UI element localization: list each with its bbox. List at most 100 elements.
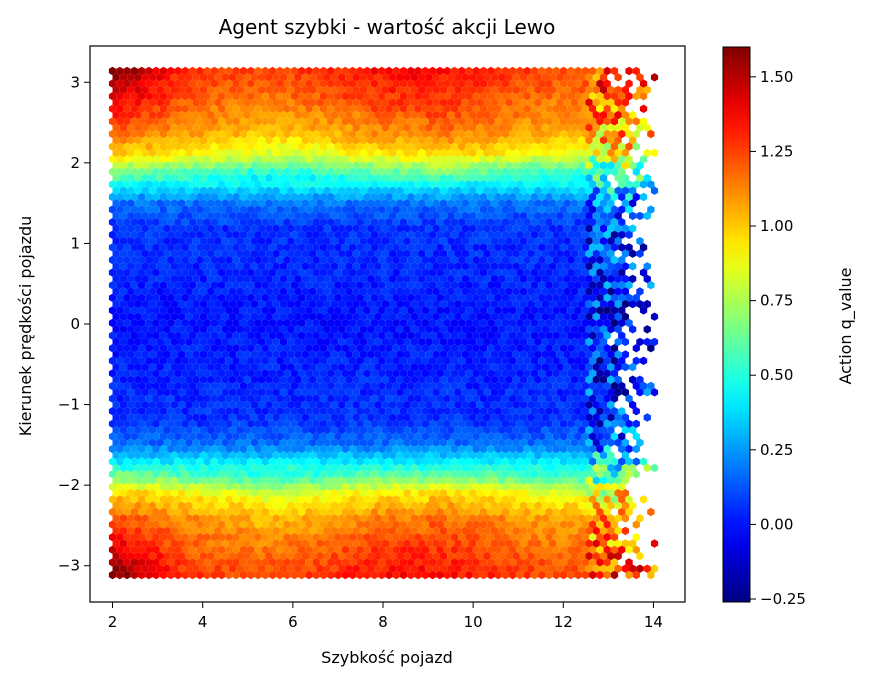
hexbin-cell [418,211,426,221]
hexbin-cell [465,129,473,139]
hexbin-cell [156,186,164,195]
hexbin-cell [116,142,124,151]
hexbin-cell [290,167,298,176]
hexbin-cell [443,205,451,214]
hexbin-cell [625,230,633,239]
hexbin-cell [199,136,208,145]
hexbin-cell [298,79,306,88]
hexbin-cell [338,161,346,170]
hexbin-cell [483,123,491,132]
hexbin-cell [112,73,120,82]
hexbin-cell [276,268,284,277]
hexbin-cell [607,110,615,120]
hexbin-cell [607,262,615,271]
hexbin-cell [203,155,211,164]
hexbin-cell [585,224,593,233]
hexbin-cell [170,161,178,170]
hexbin-cell [381,224,389,233]
hexbin-cell [123,218,131,227]
hexbin-cell [319,129,328,139]
hexbin-cell [261,180,269,189]
hexbin-cell [414,79,422,88]
hexbin-cell [112,249,120,258]
hexbin-cell [167,268,175,277]
hexbin-cell [501,142,509,151]
hexbin-cell [174,192,182,202]
hexbin-cell [563,161,571,170]
hexbin-cell [276,66,284,76]
hexbin-cell [127,262,135,271]
hexbin-cell [352,173,360,183]
hexbin-cell [309,161,317,170]
hexbin-cell [250,199,258,208]
hexbin-cell [621,98,629,107]
hexbin-cell [214,274,222,284]
hexbin-cell [589,268,597,277]
hexbin-cell [552,230,560,239]
hexbin-cell [356,205,364,214]
hexbin-cell [578,161,586,170]
hexbin-cell [552,142,560,151]
hexbin-cell [567,142,575,151]
hexbin-cell [236,199,244,208]
hexbin-cell [501,255,509,265]
hexbin-cell [363,66,371,76]
hexbin-cell [258,274,266,284]
hexbin-cell [236,173,244,183]
hexbin-cell [290,243,298,252]
hexbin-cell [567,167,575,176]
hexbin-cell [199,211,208,221]
hexbin-cell [465,66,473,76]
hexbin-cell [279,98,288,107]
hexbin-cell [378,255,386,265]
hexbin-cell [454,199,462,208]
hexbin-cell [247,268,255,277]
hexbin-cell [290,268,298,277]
hexbin-cell [389,236,397,246]
hexbin-cell [556,199,564,208]
hexbin-cell [145,218,153,227]
hexbin-cell [203,142,211,151]
hexbin-cell [559,142,568,151]
hexbin-cell [632,66,640,76]
hexbin-cell [509,79,517,88]
hexbin-cell [403,98,411,107]
hexbin-cell [309,85,317,95]
hexbin-cell [290,117,298,126]
hexbin-cell [399,79,408,88]
hexbin-cell [389,186,397,195]
hexbin-cell [334,155,342,164]
hexbin-cell [218,79,226,88]
hexbin-cell [487,167,495,176]
hexbin-cell [516,180,524,189]
hexbin-cell [530,66,539,76]
hexbin-cell [556,136,564,145]
hexbin-cell [239,167,248,176]
hexbin-cell [123,205,131,214]
hexbin-cell [563,123,571,132]
hexbin-cell [578,224,586,233]
hexbin-cell [108,117,117,126]
hexbin-cell [505,110,513,120]
hexbin-cell [472,117,480,126]
hexbin-cell [254,205,262,214]
hexbin-cell [221,173,229,183]
hexbin-cell [239,180,248,189]
hexbin-cell [276,205,284,214]
hexbin-cell [534,123,542,132]
hexbin-cell [309,136,317,145]
hexbin-cell [432,186,440,195]
hexbin-cell [305,167,313,176]
hexbin-cell [119,211,128,221]
hexbin-cell [530,79,539,88]
hexbin-cell [130,66,138,76]
hexbin-cell [378,268,386,277]
hexbin-cell [363,129,371,139]
hexbin-cell [145,243,153,252]
hexbin-cell [152,104,160,113]
hexbin-cell [188,180,197,189]
hexbin-cell [541,73,549,82]
hexbin-cell [218,129,226,139]
hexbin-cell [294,173,302,183]
hexbin-cell [178,110,186,120]
